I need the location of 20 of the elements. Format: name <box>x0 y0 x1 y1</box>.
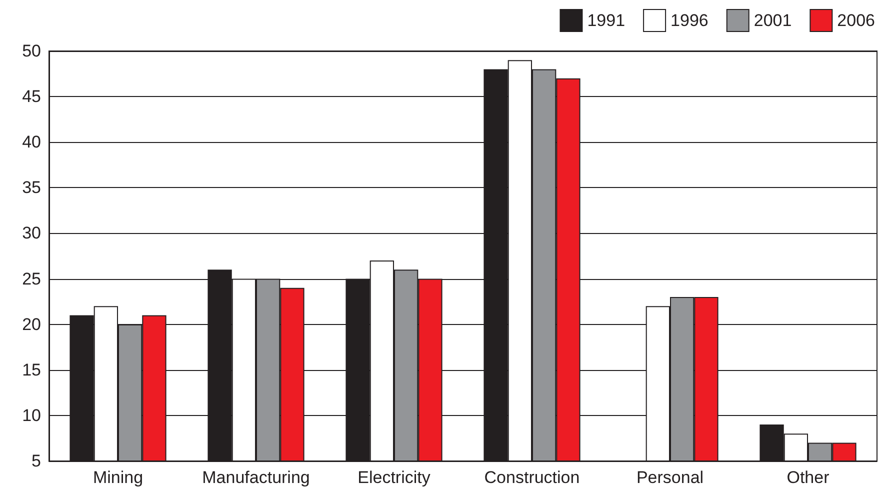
x-tick-label: Other <box>786 468 830 487</box>
x-tick-label: Mining <box>92 468 144 487</box>
y-tick-label: 15 <box>22 360 41 380</box>
y-tick-label: 40 <box>22 132 41 152</box>
legend-label: 2001 <box>754 11 792 30</box>
y-tick-label: 5 <box>32 452 41 470</box>
x-tick-label: Manufacturing <box>202 468 310 487</box>
x-tick-label: Electricity <box>358 468 431 487</box>
legend-label: 1991 <box>587 11 626 30</box>
y-tick-label: 45 <box>22 87 41 106</box>
y-tick-label: 25 <box>22 269 41 288</box>
legend-label: 2006 <box>837 11 876 30</box>
y-tick-label: 10 <box>22 406 41 425</box>
y-tick-label: 50 <box>22 42 41 60</box>
y-tick-label: 30 <box>22 224 41 243</box>
legend-label: 1996 <box>670 11 708 30</box>
x-tick-label: Construction <box>484 468 580 487</box>
y-tick-label: 35 <box>22 178 41 198</box>
y-tick-label: 20 <box>22 314 41 334</box>
x-tick-label: Personal <box>636 468 704 487</box>
